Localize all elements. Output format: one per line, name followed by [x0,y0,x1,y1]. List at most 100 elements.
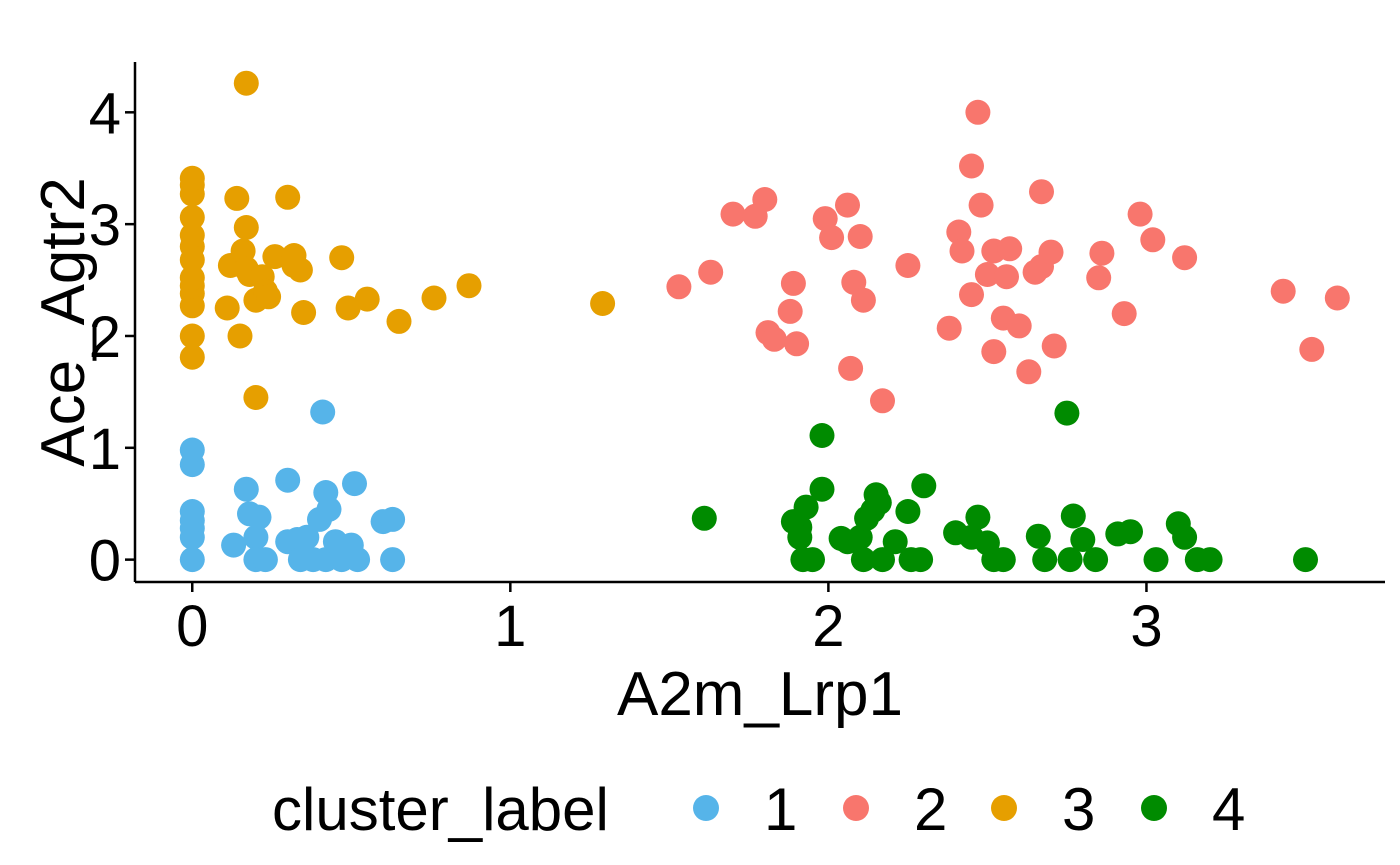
data-point-cluster-2 [698,259,724,285]
data-point-cluster-2 [1140,227,1166,253]
data-point-cluster-1 [179,499,205,524]
data-point-cluster-2 [784,331,810,357]
data-point-cluster-2 [1127,201,1153,227]
data-point-cluster-4 [1172,524,1198,550]
data-point-cluster-1 [243,524,269,550]
data-point-cluster-2 [1016,359,1042,385]
data-point-cluster-2 [752,187,778,212]
data-point-cluster-3 [275,184,301,210]
data-point-cluster-2 [1299,336,1325,362]
data-point-cluster-4 [847,524,873,550]
data-point-cluster-2 [761,326,787,352]
data-point-cluster-4 [1118,519,1143,545]
axes-layer [133,62,1385,584]
y-tick-label: 0 [89,529,121,594]
data-point-cluster-3 [354,286,380,312]
points-layer [179,70,1350,573]
data-point-cluster-3 [456,273,482,299]
data-point-cluster-2 [777,298,803,324]
data-point-cluster-3 [214,295,240,321]
legend-title: cluster_label [272,776,609,843]
y-tick-label: 3 [89,193,121,258]
data-point-cluster-3 [179,323,205,349]
data-point-cluster-4 [1143,547,1169,573]
data-point-cluster-4 [1054,400,1080,426]
data-point-cluster-3 [421,285,447,311]
data-point-cluster-3 [335,295,361,321]
data-point-cluster-1 [221,532,247,558]
data-point-cluster-4 [1057,547,1083,573]
x-tick-label: 1 [494,594,526,659]
data-point-cluster-2 [997,236,1023,262]
legend-label-2: 2 [914,776,947,843]
data-point-cluster-4 [911,473,937,499]
x-tick-label: 2 [812,594,844,659]
data-point-cluster-2 [981,339,1007,365]
data-point-cluster-4 [908,547,934,573]
data-point-cluster-3 [291,300,317,325]
data-point-cluster-2 [936,315,962,341]
legend: cluster_label 1 2 3 4 [272,776,1245,843]
data-point-cluster-3 [386,308,412,334]
data-point-cluster-4 [850,547,876,573]
data-point-cluster-1 [380,547,406,573]
data-point-cluster-4 [965,504,991,530]
legend-label-4: 4 [1212,776,1245,843]
data-point-cluster-4 [1083,547,1109,573]
data-point-cluster-1 [380,506,406,532]
data-point-cluster-1 [179,547,205,573]
data-point-cluster-1 [316,496,342,522]
legend-label-1: 1 [764,776,797,843]
data-point-cluster-1 [233,476,259,502]
y-tick-label: 2 [89,305,121,370]
data-point-cluster-1 [246,504,272,530]
data-point-cluster-3 [179,344,205,370]
data-point-cluster-4 [1025,523,1051,549]
data-point-cluster-2 [949,238,975,264]
data-point-cluster-3 [256,284,282,310]
y-axis-title: Ace_Agtr2 [29,177,98,467]
data-point-cluster-2 [819,225,845,251]
data-point-cluster-2 [974,262,1000,287]
data-point-cluster-2 [1324,285,1350,311]
y-tick-label: 4 [89,81,121,146]
data-point-cluster-4 [793,494,819,520]
data-point-cluster-4 [1032,547,1058,573]
data-point-cluster-2 [1006,313,1032,339]
data-point-cluster-2 [959,282,984,308]
data-point-cluster-1 [342,471,367,497]
data-point-cluster-3 [243,385,269,410]
data-point-cluster-1 [310,399,336,425]
data-point-cluster-2 [1089,240,1115,266]
legend-key-1 [693,795,719,821]
ticks-layer: 0 1 2 3 0 1 2 3 4 [89,81,1163,659]
data-point-cluster-2 [847,224,873,249]
data-point-cluster-4 [866,490,892,516]
data-point-cluster-2 [720,201,746,227]
data-point-cluster-3 [227,323,253,349]
data-point-cluster-3 [179,222,205,248]
data-point-cluster-2 [1029,179,1054,205]
data-point-cluster-2 [838,355,864,381]
data-point-cluster-4 [1060,503,1086,529]
data-point-cluster-2 [1041,333,1067,359]
data-point-cluster-4 [990,547,1016,573]
data-point-cluster-3 [179,265,205,291]
data-point-cluster-2 [1111,301,1137,327]
data-point-cluster-4 [691,505,717,531]
data-point-cluster-3 [590,291,616,316]
data-point-cluster-2 [1172,245,1198,271]
data-point-cluster-4 [882,529,908,555]
x-tick-label: 3 [1130,594,1162,659]
x-tick-label: 0 [176,594,208,659]
data-point-cluster-4 [800,547,825,573]
data-point-cluster-3 [233,215,259,240]
x-axis-title: A2m_Lrp1 [617,660,903,729]
data-point-cluster-1 [179,437,205,463]
legend-label-3: 3 [1062,776,1095,843]
data-point-cluster-2 [959,153,984,179]
data-point-cluster-2 [850,287,876,313]
legend-key-4 [1141,795,1167,821]
data-point-cluster-2 [968,192,994,218]
data-point-cluster-2 [994,264,1019,290]
